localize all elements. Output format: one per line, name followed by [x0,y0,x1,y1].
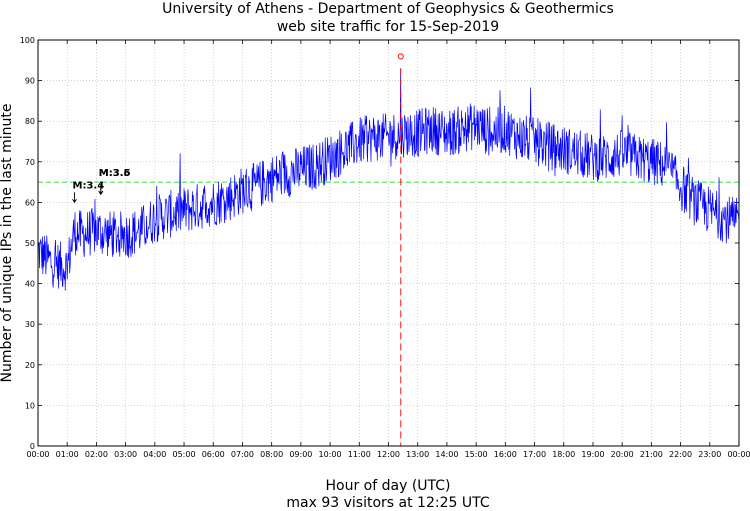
x-tick-label: 16:00 [494,450,517,459]
x-tick-label: 14:00 [435,450,458,459]
x-tick-label: 03:00 [114,450,137,459]
x-tick-label: 08:00 [260,450,283,459]
y-tick-label: 60 [25,198,35,207]
x-tick-label: 19:00 [581,450,604,459]
grid [37,39,740,447]
y-tick-label: 40 [25,280,35,289]
series-layer [37,68,740,291]
x-axis-label: Hour of day (UTC) [326,478,451,494]
max-marker-layer [397,53,404,446]
x-tick-label: 01:00 [56,450,79,459]
chart-title: University of Athens - Department of Geo… [162,1,614,17]
annotation-arrow [72,192,77,204]
x-tick-label: 18:00 [552,450,575,459]
x-tick-label: 17:00 [523,450,546,459]
annotation-label: M:3.6 [99,168,131,179]
chart-subtitle: web site traffic for 15-Sep-2019 [277,19,499,35]
x-tick-label: 20:00 [611,450,634,459]
x-tick-label: 22:00 [669,450,692,459]
annotations: M:3.4M:3.5M:3.6 [72,168,131,204]
y-tick-label: 100 [20,36,35,45]
x-tick-label: 15:00 [465,450,488,459]
x-tick-label: 00:00 [26,450,49,459]
x-tick-label: 04:00 [143,450,166,459]
x-tick-labels: 00:00 01:00 02:00 03:00 04:00 05:00 06:00 07:00… [26,450,750,459]
y-tick-label: 80 [25,117,35,126]
y-tick-label: 50 [25,239,35,248]
x-tick-label: 05:00 [173,450,196,459]
y-tick-label: 0 [30,442,35,451]
annotation-label: M:3.4 [73,180,105,191]
y-axis-label: Number of unique IPs in the last minute [0,104,15,383]
annotation-label: M:3.5 [99,168,131,179]
x-tick-label: 07:00 [231,450,254,459]
traffic-series-line [37,68,740,291]
y-tick-label: 30 [25,320,35,329]
y-tick-label: 20 [25,361,35,370]
chart-footer: max 93 visitors at 12:25 UTC [286,495,489,511]
x-tick-label: 23:00 [698,450,721,459]
x-tick-label: 09:00 [289,450,312,459]
y-tick-label: 10 [25,401,35,410]
y-tick-label: 90 [25,77,35,86]
annotation-arrow [98,184,104,195]
x-tick-label: 11:00 [348,450,371,459]
x-tick-label: 21:00 [640,450,663,459]
x-tick-label: 00:00 [727,450,750,459]
plot-frame [37,39,740,447]
x-tick-label: 12:00 [377,450,400,459]
y-tick-labels: 0 10 20 30 40 50 60 70 80 90 100 [20,36,35,451]
x-tick-label: 10:00 [319,450,342,459]
y-tick-label: 70 [25,158,35,167]
x-tick-label: 13:00 [406,450,429,459]
x-tick-label: 06:00 [202,450,225,459]
x-tick-label: 02:00 [85,450,108,459]
max-marker [397,53,404,60]
